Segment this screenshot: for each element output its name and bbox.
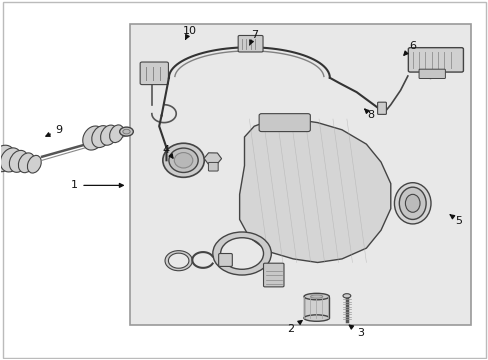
Text: 5: 5 [449,215,462,226]
Ellipse shape [342,294,350,298]
Ellipse shape [0,145,15,172]
Ellipse shape [27,156,41,173]
FancyBboxPatch shape [130,24,470,325]
Ellipse shape [168,148,198,172]
Ellipse shape [304,293,329,300]
Ellipse shape [101,125,117,145]
Text: 7: 7 [249,30,257,45]
Polygon shape [239,119,390,262]
FancyBboxPatch shape [259,114,310,132]
Ellipse shape [174,153,192,168]
Text: 2: 2 [286,320,302,334]
FancyBboxPatch shape [208,162,218,171]
FancyBboxPatch shape [263,263,284,287]
Ellipse shape [109,125,123,143]
Ellipse shape [399,187,425,220]
Ellipse shape [163,143,204,177]
Text: 4: 4 [163,144,173,158]
Ellipse shape [19,153,35,173]
Ellipse shape [304,315,329,321]
Ellipse shape [0,148,21,172]
FancyBboxPatch shape [377,102,386,114]
Ellipse shape [82,126,104,150]
FancyBboxPatch shape [238,36,263,52]
FancyBboxPatch shape [304,297,329,318]
Text: 8: 8 [364,109,374,121]
FancyBboxPatch shape [218,253,232,266]
Text: 9: 9 [46,125,62,136]
Text: 10: 10 [183,26,197,39]
Ellipse shape [120,127,133,136]
Ellipse shape [9,150,28,172]
Ellipse shape [310,295,322,298]
Ellipse shape [122,129,130,134]
Text: 1: 1 [71,180,123,190]
Ellipse shape [92,126,110,148]
Ellipse shape [405,194,419,212]
Ellipse shape [394,183,430,224]
FancyBboxPatch shape [140,62,168,85]
Text: 6: 6 [403,41,415,55]
FancyBboxPatch shape [407,48,463,72]
Text: 3: 3 [348,325,363,338]
FancyBboxPatch shape [418,69,445,78]
